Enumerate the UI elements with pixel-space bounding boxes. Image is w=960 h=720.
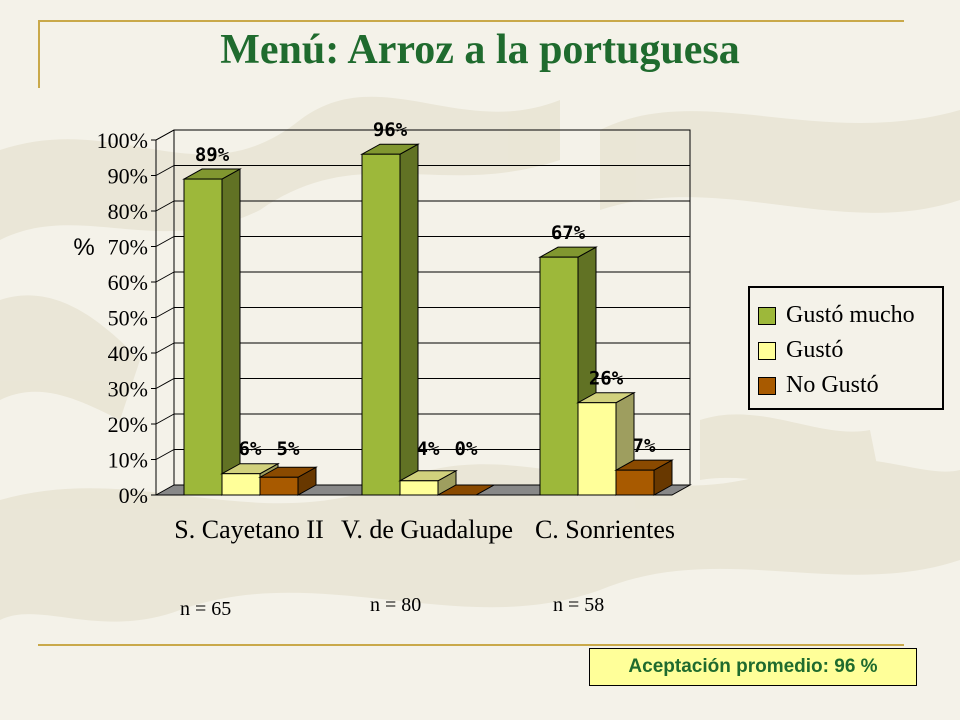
legend-swatch [758, 376, 776, 395]
bar-front [577, 402, 617, 496]
data-label: 26% [589, 368, 624, 390]
data-label: 7% [633, 435, 656, 457]
bar-top [436, 484, 496, 496]
sample-size-s-cayetano: n = 65 [180, 598, 232, 620]
legend-item-gusto-mucho: Gustó mucho [758, 298, 942, 333]
acceptance-summary: Aceptación promedio: 96 % [589, 648, 917, 686]
legend-item-gusto: Gustó [758, 333, 942, 368]
gridline [155, 378, 175, 389]
gridline [155, 449, 175, 460]
bar-2-0 [258, 466, 318, 496]
y-tick-label: 10% [108, 448, 148, 473]
bar-2-1 [436, 484, 496, 496]
data-label: 0% [455, 438, 478, 460]
bar-front [183, 178, 223, 496]
axis-depth-line [155, 129, 175, 141]
y-tick-label: 70% [108, 235, 148, 260]
bars [182, 143, 674, 496]
bar-side [221, 168, 241, 496]
data-labels: 89% 6% 5% 96% 4% 0% 67% 26% 7% [195, 119, 656, 460]
chart-legend: Gustó mucho Gustó No Gustó [748, 286, 944, 410]
bar-2-2 [614, 459, 674, 496]
legend-label: Gustó mucho [786, 302, 915, 328]
y-tick-label: 30% [108, 377, 148, 402]
x-category-label: S. Cayetano II [174, 515, 323, 544]
y-tick-label: 0% [119, 483, 148, 508]
x-category-label: V. de Guadalupe [341, 515, 513, 544]
legend-label: No Gustó [786, 372, 879, 398]
y-axis-label: % [73, 234, 94, 261]
bar-front [615, 469, 655, 496]
top-rule [38, 20, 904, 22]
legend-label: Gustó [786, 337, 844, 363]
x-category-label: C. Sonrientes [535, 515, 675, 544]
data-label: 96% [373, 119, 408, 141]
data-label: 89% [195, 144, 230, 166]
legend-item-no-gusto: No Gustó [758, 368, 942, 403]
bar-side [399, 143, 419, 496]
legend-swatch [758, 341, 776, 360]
axes: 0% 10% 20% 30% 40% 50% 60% 70% 80% 90% 100%% S. Cay… [73, 128, 692, 544]
y-tick-label: 100% [97, 128, 148, 153]
data-label: 67% [551, 222, 586, 244]
gridline [155, 271, 175, 283]
data-label: 4% [417, 438, 440, 460]
gridline [155, 413, 175, 425]
bar-1-1 [398, 469, 458, 496]
bar-front [539, 256, 579, 496]
gridline [155, 165, 175, 176]
y-tick-label: 90% [108, 164, 148, 189]
bar-front [361, 153, 401, 496]
y-tick-label: 60% [108, 270, 148, 295]
legend-swatch [758, 306, 776, 325]
bar-front [259, 476, 299, 496]
y-tick-label: 80% [108, 199, 148, 224]
gridline [155, 236, 175, 247]
bar-front [221, 473, 261, 496]
sample-size-c-sonrientes: n = 58 [553, 594, 605, 616]
top-rule-vertical [38, 20, 40, 88]
bottom-rule [38, 644, 904, 646]
gridline [155, 342, 175, 354]
bar-0-1 [360, 143, 420, 496]
gridline [155, 200, 175, 212]
y-tick-label: 20% [108, 412, 148, 437]
bar-front [399, 480, 439, 496]
data-label: 5% [277, 438, 300, 460]
y-tick-label: 50% [108, 306, 148, 331]
bar-0-0 [182, 168, 242, 496]
y-tick-label: 40% [108, 341, 148, 366]
page-title: Menú: Arroz a la portuguesa [220, 27, 740, 73]
gridline [155, 307, 175, 318]
data-label: 6% [239, 438, 262, 460]
sample-size-v-guadalupe: n = 80 [370, 594, 422, 616]
